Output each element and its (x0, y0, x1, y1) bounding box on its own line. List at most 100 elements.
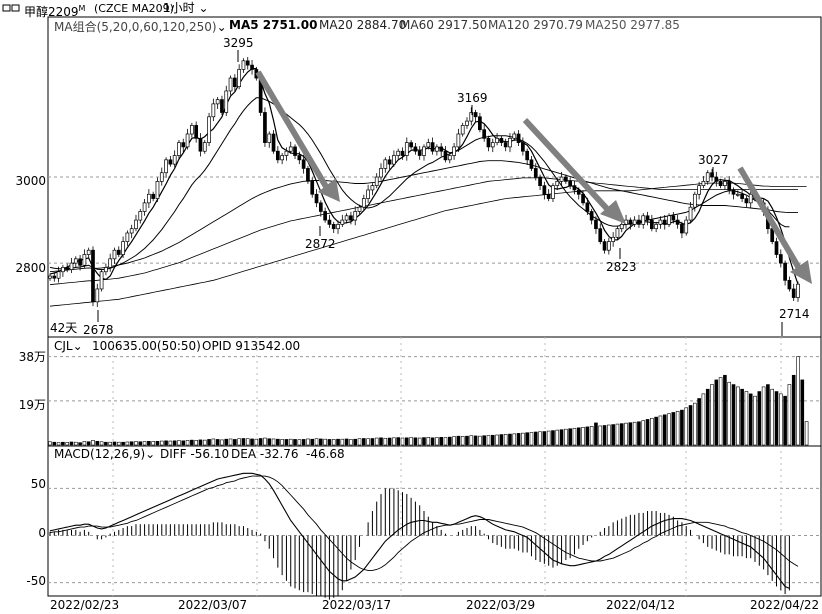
volume-bar (241, 438, 246, 446)
candle-body (52, 275, 57, 279)
volume-bar (142, 441, 147, 446)
candle-body (366, 189, 370, 199)
candle-body (516, 133, 521, 143)
volume-bar (671, 412, 676, 446)
volume-bar (736, 386, 740, 446)
opid-value: OPID 913542.00 (202, 339, 301, 353)
macd-y-label: 0 (38, 526, 46, 540)
candle-body (181, 142, 186, 148)
volume-bar (194, 440, 198, 446)
candle-body (379, 168, 383, 178)
window-layout-icon[interactable] (2, 1, 20, 20)
volume-bar (723, 374, 727, 446)
volume-bar (439, 437, 443, 446)
macd-indicator-label[interactable]: MACD(12,26,9)⌄ (54, 447, 156, 461)
volume-bar (551, 430, 555, 446)
volume-bar (662, 414, 667, 446)
candle-body (211, 103, 216, 118)
volume-bar (796, 356, 800, 446)
candle-body (512, 133, 517, 139)
candle-body (469, 112, 474, 122)
volume-indicator-label[interactable]: CJL⌄ (54, 339, 83, 353)
candle-body (551, 185, 555, 199)
candle-body (465, 120, 469, 126)
candle-body (568, 180, 573, 187)
symbol-label[interactable]: 甲醇2209M (24, 4, 86, 19)
volume-bar (693, 402, 697, 446)
volume-bar (370, 438, 375, 446)
volume-bar (486, 435, 491, 446)
candle-body (383, 159, 388, 169)
volume-bar (619, 423, 624, 446)
volume-bar (271, 438, 276, 446)
candle-body (740, 193, 744, 199)
candle-body (185, 133, 190, 148)
swing-label: 3169 (457, 91, 488, 105)
candle-body (112, 249, 117, 260)
volume-bar (331, 439, 336, 446)
candle-body (460, 125, 465, 135)
candle-body (65, 267, 70, 270)
candle-body (387, 159, 392, 165)
candle-body (649, 219, 654, 230)
volume-bar (86, 441, 91, 446)
volume-bar (572, 427, 577, 446)
candle-body (572, 185, 577, 191)
volume-bar (800, 379, 805, 446)
candle-body (495, 137, 499, 143)
candle-body (422, 146, 426, 156)
candle-body (778, 254, 783, 264)
volume-bar (56, 442, 61, 446)
volume-bar (589, 426, 594, 446)
candle-body (447, 155, 452, 161)
volume-bar (422, 437, 426, 446)
volume-bar (426, 437, 431, 446)
candle-body (306, 168, 310, 182)
candle-body (490, 142, 495, 148)
volume-bar (267, 438, 272, 446)
volume-bar (185, 440, 190, 446)
volume-bar (748, 393, 753, 446)
volume-bar (276, 438, 280, 446)
candle-body (349, 215, 353, 221)
volume-bar (220, 439, 224, 446)
ma-indicator-label[interactable]: MA组合(5,20,0,60,120,250)⌄ (54, 20, 227, 34)
ma250-value: MA250 2977.85 (585, 18, 680, 32)
diff-value: DIFF -56.10 (160, 447, 230, 461)
volume-bar (396, 437, 401, 446)
candle-body (731, 189, 736, 195)
volume-bar (65, 442, 69, 446)
volume-bar (138, 441, 143, 446)
candle-body (611, 236, 615, 242)
volume-bar (564, 428, 568, 446)
candle-body (400, 150, 405, 156)
volume-bar (198, 439, 203, 446)
candle-body (228, 77, 233, 92)
volume-bar (263, 437, 267, 446)
candle-body (435, 146, 439, 152)
volume-bar (490, 434, 495, 446)
period-selector[interactable]: 1小时 ⌄ (163, 1, 209, 15)
volume-bar (650, 417, 654, 446)
volume-bar (731, 384, 736, 446)
volume-bar (533, 431, 538, 446)
volume-bar (61, 441, 65, 446)
volume-bar (129, 441, 134, 446)
volume-bar (202, 439, 207, 446)
candle-body (164, 159, 168, 174)
candle-body (710, 172, 714, 178)
volume-bar (581, 427, 585, 446)
volume-bar (215, 439, 220, 446)
macd-diff-line (49, 472, 790, 589)
volume-bar (99, 441, 104, 446)
candle-body (48, 275, 52, 279)
candle-body (688, 206, 693, 221)
volume-bar (392, 437, 396, 446)
ma20-value: MA20 2884.70 (319, 18, 407, 32)
candle-body (787, 279, 792, 290)
volume-bar (667, 413, 671, 446)
volume-bar (379, 437, 383, 446)
volume-bar (611, 424, 615, 446)
candle-body (301, 159, 306, 169)
